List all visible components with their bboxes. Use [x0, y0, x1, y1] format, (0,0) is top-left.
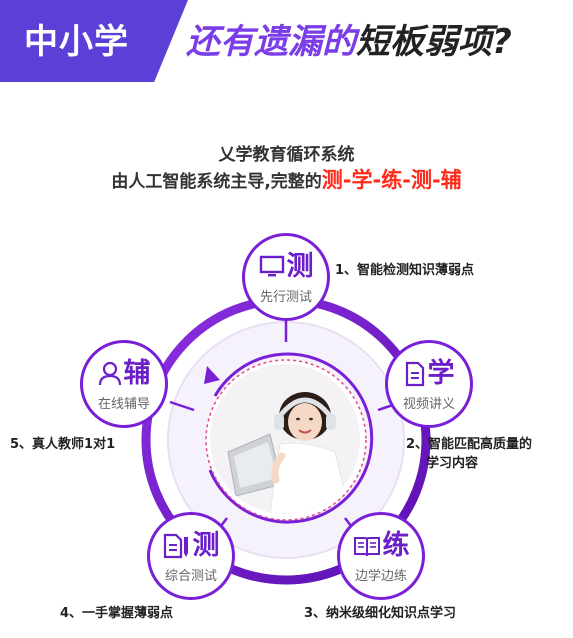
node-pretest-char: 测 — [286, 251, 314, 282]
node-online-tutoring-char: 辅 — [123, 358, 151, 389]
person-icon — [98, 361, 122, 387]
node-pretest: 测 先行测试 — [242, 233, 330, 321]
grade-tag — [0, 0, 188, 82]
document-icon — [404, 361, 426, 387]
cycle-arrow-icon — [204, 366, 220, 384]
headline: 还有遗漏的短板弱项? — [186, 16, 512, 68]
inner-cycle-arc — [208, 352, 374, 524]
step-1-label: 1、智能检测知识薄弱点 — [335, 263, 475, 278]
step-2-label: 2、智能匹配高质量的 — [406, 437, 533, 452]
system-description-prefix: 由人工智能系统主导,完整的 — [111, 172, 322, 192]
node-video-lecture: 学 视频讲义 — [385, 340, 473, 428]
top-banner: 中小学 还有遗漏的短板弱项? — [0, 0, 573, 82]
headline-accent: 还有遗漏的 — [186, 22, 356, 62]
document-pencil-icon — [163, 533, 191, 559]
grade-tag-text: 中小学 — [24, 22, 129, 62]
step-3-label: 3、纳米级细化知识点学习 — [304, 606, 457, 621]
node-video-lecture-char: 学 — [427, 358, 455, 389]
system-title: 乂学教育循环系统 — [218, 145, 355, 165]
node-practice-char: 练 — [382, 530, 410, 561]
node-comprehensive-test: 测 综合测试 — [147, 512, 235, 600]
step-5-label: 5、真人教师1对1 — [10, 437, 116, 452]
student-photo — [210, 364, 360, 514]
monitor-icon — [259, 255, 285, 279]
cycle-highlight: 测-学-练-测-辅 — [321, 168, 462, 192]
system-description: 由人工智能系统主导,完整的测-学-练-测-辅 — [0, 164, 573, 194]
headline-rest: 短板弱项? — [356, 22, 512, 62]
node-pretest-caption: 先行测试 — [259, 290, 312, 305]
node-comprehensive-test-char: 测 — [192, 530, 220, 561]
node-practice: 练 边学边练 — [337, 512, 425, 600]
node-comprehensive-test-caption: 综合测试 — [164, 569, 217, 584]
node-practice-caption: 边学边练 — [354, 569, 407, 584]
node-online-tutoring-caption: 在线辅导 — [97, 397, 150, 412]
node-video-lecture-caption: 视频讲义 — [402, 397, 455, 412]
step-2-label-cont: 学习内容 — [426, 456, 479, 471]
node-online-tutoring: 辅 在线辅导 — [80, 340, 168, 428]
step-4-label: 4、一手掌握薄弱点 — [60, 606, 174, 621]
open-book-icon — [353, 534, 381, 558]
